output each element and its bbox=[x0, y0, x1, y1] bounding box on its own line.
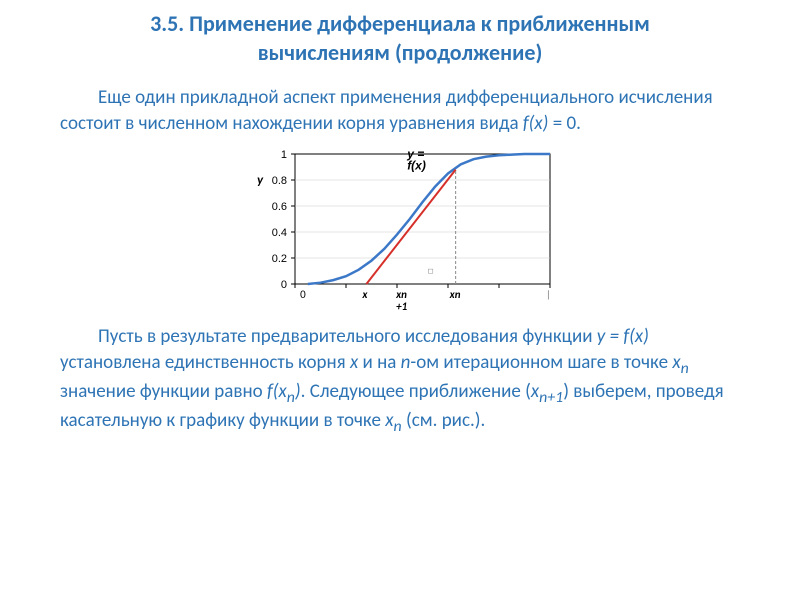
p2-fx2-sub: n bbox=[287, 388, 295, 407]
p2-b: установлена единственность корня bbox=[60, 351, 350, 374]
p2-xn2-sub: n bbox=[394, 417, 402, 436]
p2-xn-sub: n bbox=[681, 359, 689, 378]
para1-fx: f(x) bbox=[523, 112, 549, 135]
p2-h: (см. рис.). bbox=[402, 409, 486, 432]
title-line-1: 3.5. Применение дифференциала к приближе… bbox=[150, 10, 650, 37]
p2-n: n bbox=[401, 351, 411, 374]
svg-text:y: y bbox=[257, 173, 264, 188]
svg-text:0.8: 0.8 bbox=[272, 175, 287, 187]
p2-xn1-sub: n+1 bbox=[539, 388, 563, 407]
newton-chart: 00.20.40.60.81yy =f(x)0xxn+1□xn| bbox=[240, 144, 560, 314]
slide-title: 3.5. Применение дифференциала к приближе… bbox=[60, 10, 740, 67]
svg-text:0.4: 0.4 bbox=[272, 227, 287, 239]
svg-text:□: □ bbox=[428, 264, 434, 277]
title-line-2: вычислениям (продолжение) bbox=[258, 39, 543, 66]
svg-text:0: 0 bbox=[281, 279, 287, 291]
svg-text:x: x bbox=[361, 288, 368, 301]
p2-a: Пусть в результате предварительного иссл… bbox=[98, 325, 597, 348]
svg-text:xn: xn bbox=[449, 288, 461, 301]
p2-c: и на bbox=[358, 351, 400, 374]
p2-xn: x bbox=[672, 351, 680, 374]
p2-x: x bbox=[350, 351, 358, 374]
p2-f: . Следующее приближение ( bbox=[301, 380, 531, 403]
svg-text:f(x): f(x) bbox=[407, 159, 426, 173]
p2-fx2: f(x bbox=[267, 380, 287, 403]
p2-xn1: x bbox=[531, 380, 539, 403]
chart-container: 00.20.40.60.81yy =f(x)0xxn+1□xn| bbox=[60, 144, 740, 314]
para1-text-a: Еще один прикладной аспект применения ди… bbox=[60, 86, 713, 135]
p2-xn2: x bbox=[385, 409, 393, 432]
p2-e: значение функции равно bbox=[60, 380, 267, 403]
svg-text:0.6: 0.6 bbox=[272, 201, 287, 213]
svg-text:0: 0 bbox=[300, 288, 306, 301]
p2-d: -ом итерационном шаге в точке bbox=[410, 351, 672, 374]
p2-yfx: y = f(x) bbox=[597, 325, 649, 348]
paragraph-1: Еще один прикладной аспект применения ди… bbox=[60, 85, 740, 136]
svg-text:1: 1 bbox=[281, 149, 287, 161]
svg-text:|: | bbox=[546, 288, 551, 301]
para1-text-b: = 0. bbox=[548, 112, 580, 135]
svg-text:+1: +1 bbox=[396, 300, 407, 313]
svg-text:0.2: 0.2 bbox=[272, 253, 287, 265]
paragraph-2: Пусть в результате предварительного иссл… bbox=[60, 324, 740, 437]
